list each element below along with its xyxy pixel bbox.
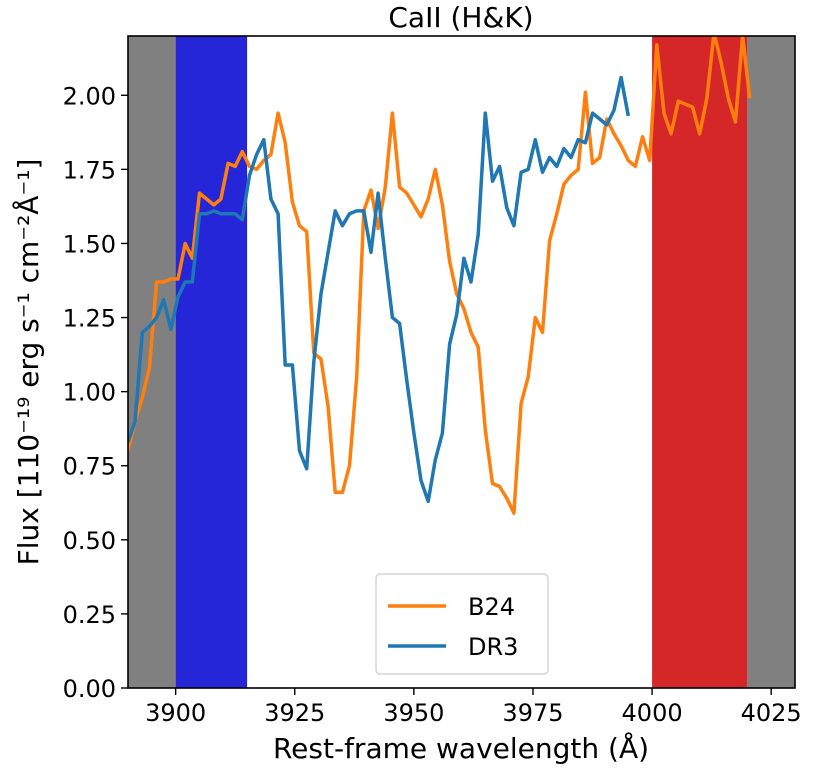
series-line-b24 xyxy=(128,36,752,515)
shaded-band xyxy=(175,36,248,688)
plot-frame xyxy=(127,35,796,689)
x-tick-label: 3950 xyxy=(383,699,444,727)
y-tick-label: 1.50 xyxy=(63,230,116,258)
legend-box xyxy=(375,573,549,675)
x-axis-ticks: 3900 3925 3950 3975 4000 4025 xyxy=(145,688,802,727)
series-lines xyxy=(128,36,752,515)
chart-title: CaII (H&K) xyxy=(388,1,533,34)
y-axis-title: Flux [110⁻¹⁹ erg s⁻¹ cm⁻²Å⁻¹] xyxy=(11,159,45,566)
y-tick-label: 0.75 xyxy=(63,453,116,481)
x-axis-title: Rest-frame wavelength (Å) xyxy=(273,731,649,765)
y-tick-label: 0.50 xyxy=(63,527,116,555)
x-tick-label: 3975 xyxy=(502,699,563,727)
y-tick-label: 0.25 xyxy=(63,601,116,629)
x-tick-label: 3925 xyxy=(264,699,325,727)
legend-label-dr3: DR3 xyxy=(468,633,518,661)
y-tick-label: 1.25 xyxy=(63,305,116,333)
shaded-band xyxy=(747,36,795,688)
x-tick-label: 4025 xyxy=(741,699,802,727)
y-tick-label: 2.00 xyxy=(63,82,116,110)
legend-label-b24: B24 xyxy=(468,593,515,621)
x-tick-label: 3900 xyxy=(145,699,206,727)
y-axis-ticks: 0.00 0.25 0.50 0.75 1.00 1.25 1.50 1.75 2.00 xyxy=(63,82,128,703)
shaded-band xyxy=(652,36,748,688)
legend: B24 DR3 xyxy=(375,573,549,675)
y-tick-label: 1.00 xyxy=(63,379,116,407)
series-line-dr3 xyxy=(128,75,631,504)
shaded-band xyxy=(128,36,176,688)
x-tick-label: 4000 xyxy=(622,699,683,727)
shaded-bands xyxy=(128,36,795,688)
y-tick-label: 0.00 xyxy=(63,675,116,703)
y-tick-label: 1.75 xyxy=(63,156,116,184)
